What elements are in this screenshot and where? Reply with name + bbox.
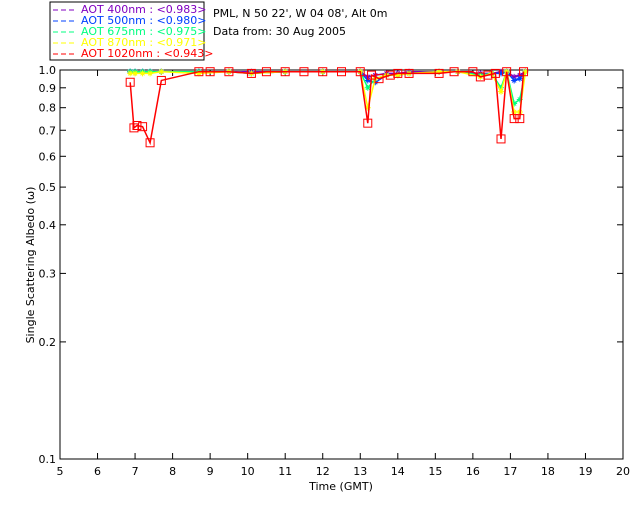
data-point (404, 68, 414, 78)
data-point (393, 68, 403, 78)
data-point (490, 68, 500, 78)
data-point (374, 74, 384, 84)
data-point (511, 108, 518, 115)
plot-frame (59, 69, 624, 460)
data-point (355, 67, 365, 77)
legend-label: AOT 1020nm : <0.943> (81, 47, 214, 60)
series-line (130, 69, 527, 105)
x-tick-label: 17 (503, 465, 517, 478)
legend-label: AOT 870nm : <0.971> (81, 36, 207, 49)
legend-label: AOT 675nm : <0.975> (81, 25, 207, 38)
x-tick-label: 11 (278, 465, 292, 478)
data-point (509, 114, 519, 124)
series-3 (127, 68, 529, 115)
data-point (158, 68, 165, 75)
x-tick-label: 18 (541, 465, 555, 478)
y-tick-label: 0.1 (39, 453, 57, 466)
y-axis-label: Single Scattering Albedo (ω) (24, 187, 37, 344)
series-4 (125, 67, 529, 148)
data-point (127, 70, 134, 77)
data-point (280, 67, 290, 77)
x-tick-label: 13 (353, 465, 367, 478)
y-tick-label: 0.5 (39, 181, 57, 194)
data-point (132, 120, 142, 130)
legend-label: AOT 400nm : <0.983> (81, 3, 207, 16)
data-point (138, 122, 148, 132)
data-point (522, 68, 529, 75)
data-point (511, 100, 518, 107)
data-point (468, 67, 478, 77)
x-tick-label: 7 (132, 465, 139, 478)
data-point (502, 67, 512, 77)
x-axis-label: Time (GMT) (308, 480, 373, 493)
series-line (130, 70, 527, 113)
data-point (224, 67, 234, 77)
data-point (318, 67, 328, 77)
x-tick-label: 19 (578, 465, 592, 478)
data-point (498, 70, 505, 77)
y-tick-label: 1.0 (39, 64, 57, 77)
data-point (337, 67, 346, 77)
data-point (498, 88, 505, 95)
data-point (519, 67, 529, 77)
y-tick-label: 0.9 (39, 82, 57, 95)
data-point (156, 75, 166, 85)
y-tick-label: 0.4 (39, 219, 57, 232)
data-point (511, 73, 518, 80)
x-tick-label: 14 (391, 465, 405, 478)
legend: AOT 400nm : <0.983>AOT 500nm : <0.980>AO… (49, 1, 214, 61)
data-point (496, 134, 506, 144)
data-point (139, 70, 146, 77)
data-point (125, 77, 135, 87)
data-point (511, 77, 518, 84)
data-point (261, 67, 271, 77)
data-point (516, 75, 523, 82)
data-point (195, 70, 202, 77)
x-tick-label: 9 (207, 465, 214, 478)
data-point (394, 72, 401, 79)
legend-box (49, 1, 205, 61)
y-tick-label: 0.8 (39, 102, 57, 115)
data-point (363, 118, 373, 128)
data-point (364, 84, 371, 91)
data-point (364, 104, 371, 111)
y-tick-label: 0.2 (39, 336, 57, 349)
data-point (205, 67, 215, 77)
data-point (515, 114, 525, 124)
data-point (434, 68, 444, 78)
chart-title-line-2: Data from: 30 Aug 2005 (213, 25, 346, 38)
data-point (449, 67, 459, 77)
data-point (516, 96, 523, 103)
x-tick-label: 15 (428, 465, 442, 478)
data-point (194, 67, 204, 77)
data-point (364, 77, 371, 84)
data-point (498, 84, 505, 91)
data-point (299, 67, 309, 77)
x-tick-label: 8 (169, 465, 176, 478)
data-point (436, 68, 443, 75)
x-tick-label: 16 (466, 465, 480, 478)
x-tick-label: 10 (241, 465, 255, 478)
x-tick-label: 5 (57, 465, 64, 478)
x-tick-label: 12 (316, 465, 330, 478)
y-tick-label: 0.6 (39, 150, 57, 163)
chart-title-line-1: PML, N 50 22', W 04 08', Alt 0m (213, 7, 387, 20)
x-tick-label: 6 (94, 465, 101, 478)
data-point (145, 138, 155, 148)
y-tick-label: 0.3 (39, 267, 57, 280)
data-point (147, 70, 154, 77)
legend-label: AOT 500nm : <0.980> (81, 14, 207, 27)
data-point (129, 123, 139, 133)
data-point (246, 68, 256, 78)
data-point (132, 70, 139, 77)
y-tick-label: 0.7 (39, 124, 57, 137)
series-line (129, 70, 525, 146)
x-tick-label: 20 (616, 465, 630, 478)
